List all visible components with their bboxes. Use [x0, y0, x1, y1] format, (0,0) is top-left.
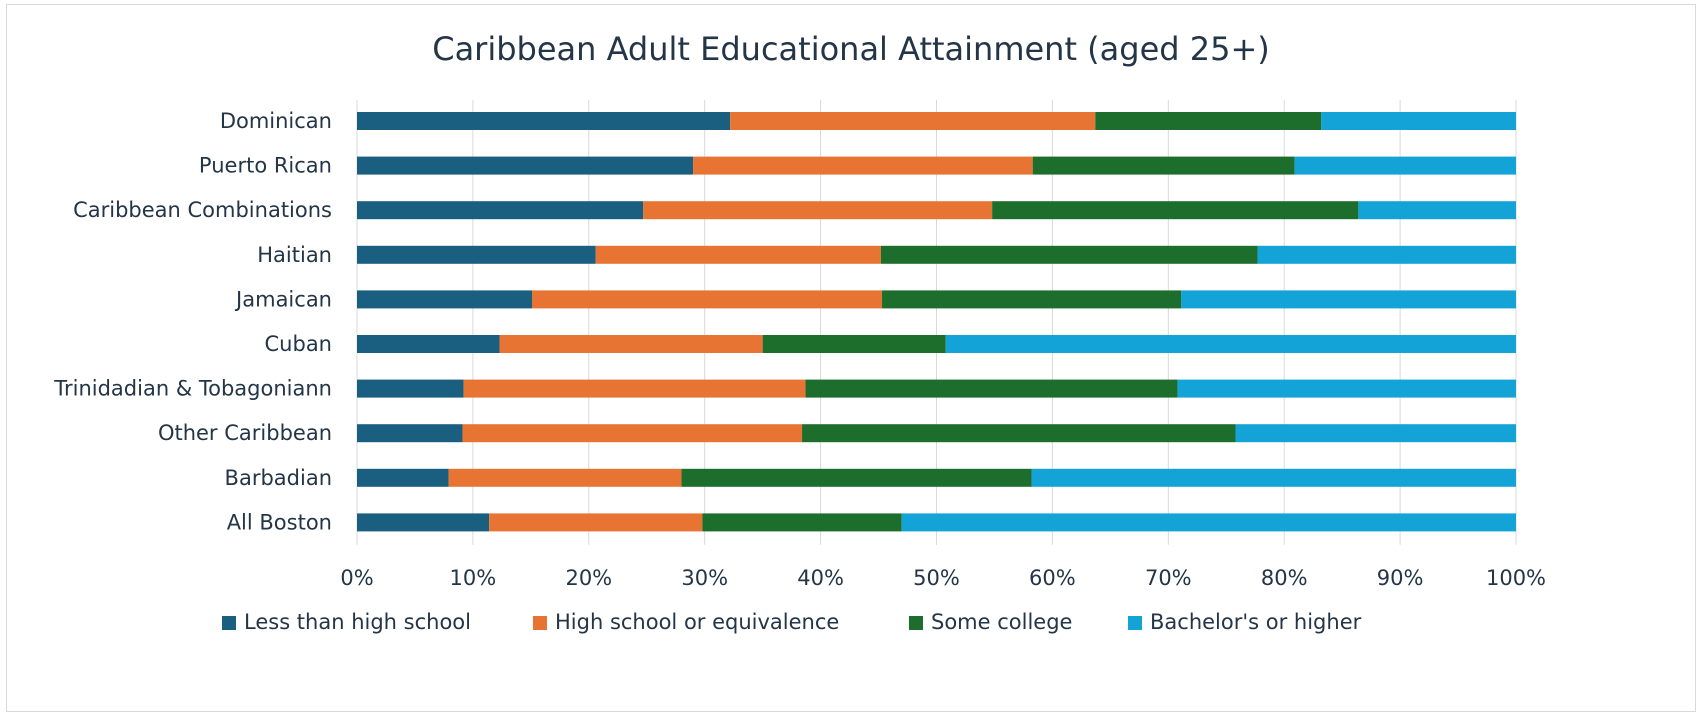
legend: Less than high school High school or equi… [222, 610, 1362, 634]
category-label: Haitian [257, 243, 332, 267]
bar-segment-3 [945, 335, 1516, 353]
bar-segment-1 [730, 112, 1096, 130]
bar-segment-0 [357, 335, 500, 353]
chart-title: Caribbean Adult Educational Attainment (… [432, 30, 1270, 68]
bar-segment-1 [462, 424, 803, 443]
bar-segment-1 [489, 513, 703, 532]
category-label: Jamaican [234, 287, 332, 311]
bar-segment-0 [357, 112, 731, 130]
bar-segment-1 [532, 290, 883, 309]
bar-segment-2 [880, 245, 1258, 264]
bar-segment-1 [448, 468, 682, 487]
bar-segment-2 [762, 335, 946, 353]
x-tick-label: 10% [450, 566, 497, 590]
bar-segment-2 [1032, 156, 1295, 175]
bar-segment-1 [693, 156, 1033, 175]
bar-segment-3 [1235, 424, 1516, 443]
x-tick-label: 100% [1486, 566, 1546, 590]
category-label: Other Caribbean [158, 421, 332, 445]
category-label: Trinidadian & Tobagoniann [53, 377, 332, 401]
category-label: All Boston [227, 510, 332, 534]
bar-segment-1 [499, 335, 763, 353]
bar-segment-0 [357, 468, 449, 487]
legend-swatch [1128, 616, 1142, 630]
bar-segment-0 [357, 201, 644, 220]
x-tick-label: 80% [1261, 566, 1308, 590]
x-tick-label: 40% [797, 566, 844, 590]
bar-segment-0 [357, 245, 596, 264]
bar-segment-2 [802, 424, 1236, 443]
x-tick-label: 50% [913, 566, 960, 590]
bar-segment-3 [901, 513, 1516, 532]
x-tick-label: 0% [340, 566, 373, 590]
x-tick-label: 90% [1377, 566, 1424, 590]
bar-segment-0 [357, 424, 463, 443]
bar-segment-3 [1321, 112, 1516, 130]
bar-segment-3 [1294, 156, 1516, 175]
bar-segment-2 [882, 290, 1182, 309]
bar-segment-0 [357, 290, 533, 309]
bar-segment-2 [681, 468, 1032, 487]
bar-segment-2 [992, 201, 1359, 220]
legend-label: Bachelor's or higher [1150, 610, 1362, 634]
category-label: Dominican [220, 109, 332, 133]
x-tick-label: 30% [681, 566, 728, 590]
legend-swatch [533, 616, 547, 630]
bar-segment-3 [1177, 379, 1516, 398]
category-label: Caribbean Combinations [73, 198, 332, 222]
bar-segment-0 [357, 379, 464, 398]
x-tick-label: 20% [565, 566, 612, 590]
bar-segment-0 [357, 156, 694, 175]
x-tick-label: 60% [1029, 566, 1076, 590]
bar-segment-1 [595, 245, 881, 264]
bar-segment-3 [1031, 468, 1516, 487]
legend-swatch [909, 616, 923, 630]
bar-segment-2 [805, 379, 1178, 398]
category-label: Cuban [265, 332, 332, 356]
bar-segment-3 [1358, 201, 1516, 220]
bar-segment-3 [1257, 245, 1516, 264]
category-label: Puerto Rican [199, 154, 332, 178]
x-tick-label: 70% [1145, 566, 1192, 590]
bar-segment-0 [357, 513, 490, 532]
bar-segment-2 [1095, 112, 1322, 130]
legend-label: High school or equivalence [555, 610, 839, 634]
bar-segment-1 [643, 201, 993, 220]
legend-swatch [222, 616, 236, 630]
category-labels: Dominican Puerto Rican Caribbean Combinati… [53, 109, 332, 534]
bar-segment-2 [702, 513, 902, 532]
bars [357, 112, 1516, 532]
x-axis-tick-labels: 0% 10% 20% 30% 40% 50% 60% 70% 80% 90% 100% [340, 566, 1546, 590]
legend-label: Some college [931, 610, 1072, 634]
bar-segment-1 [463, 379, 806, 398]
bar-segment-3 [1181, 290, 1516, 309]
legend-label: Less than high school [244, 610, 471, 634]
category-label: Barbadian [225, 466, 332, 490]
